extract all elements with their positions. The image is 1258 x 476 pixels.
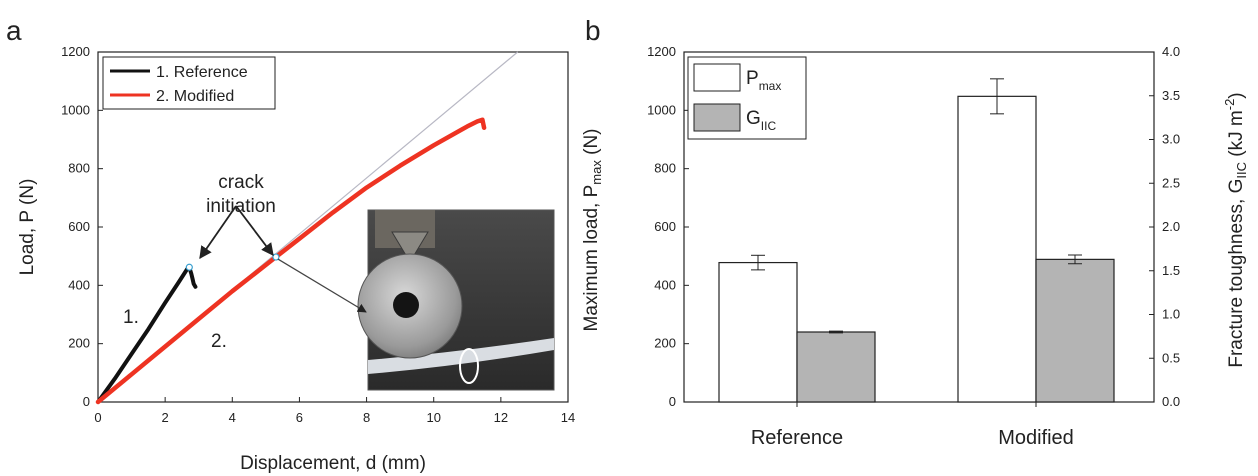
category-label-reference: Reference	[751, 427, 843, 449]
panel-b-legend: Pmax GIIC	[687, 56, 807, 140]
panel-a-legend: 1. Reference 2. Modified	[102, 56, 276, 110]
panel-b-right-tick-label: 0.5	[1162, 350, 1180, 365]
panel-b-left-tick-label: 800	[654, 161, 676, 176]
legend-swatch-pmax	[693, 63, 741, 92]
panel-b-right-tick-label: 0.0	[1162, 394, 1180, 409]
panel-a-series-line-modified	[95, 117, 487, 405]
panel-a-x-tick-label: 2	[162, 410, 169, 425]
panel-a-x-tick-label: 0	[94, 410, 101, 425]
panel-a-x-tick-label: 14	[561, 410, 575, 425]
bar-giic-modified	[1035, 258, 1115, 403]
panel-a-x-tick-label: 4	[229, 410, 236, 425]
category-label-modified: Modified	[998, 427, 1074, 449]
panel-b-left-tick-label: 600	[654, 219, 676, 234]
panel-a-x-tick-label: 8	[363, 410, 370, 425]
legend-label-pmax: Pmax	[746, 68, 781, 93]
specimen-photo-inset	[357, 209, 555, 391]
panel-b-left-tick-label: 400	[654, 277, 676, 292]
panel-a-y-tick-label: 200	[68, 336, 90, 351]
panel-b-left-tick-label: 1200	[647, 44, 676, 59]
panel-b-right-axis-label: Fracture toughness, GIIC (kJ m-2)	[1222, 92, 1249, 367]
panel-a-x-tick-label: 6	[296, 410, 303, 425]
panel-a-x-tick-label: 12	[494, 410, 508, 425]
crack-initiation-label: crack initiation	[206, 172, 276, 217]
curve-label-2: 2.	[211, 331, 227, 352]
bar-giic-reference	[796, 331, 876, 403]
curve-label-1: 1.	[123, 307, 139, 328]
panel-a-y-axis-label: Load, P (N)	[17, 179, 38, 276]
panel-b-left-tick-label: 0	[669, 394, 676, 409]
panel-a-crack-point-modified	[272, 253, 280, 261]
panel-a-y-tick-label: 1200	[61, 44, 90, 59]
panel-b-right-tick-label: 1.0	[1162, 307, 1180, 322]
panel-b-right-tick-label: 3.0	[1162, 132, 1180, 147]
crack-arrow-modified	[235, 205, 274, 257]
panel-a-y-tick-label: 0	[83, 394, 90, 409]
panel-b-left-tick-label: 1000	[647, 102, 676, 117]
panel-b-right-tick-label: 2.0	[1162, 219, 1180, 234]
panel-a-y-tick-label: 1000	[61, 102, 90, 117]
panel-b-right-tick-label: 1.5	[1162, 263, 1180, 278]
panel-a-series-line-reference	[96, 265, 198, 404]
legend-label-reference: 1. Reference	[156, 64, 248, 81]
panel-a-label: a	[6, 15, 22, 46]
specimen-hole	[393, 292, 419, 318]
panel-a: a 0 2 4 6 8 10 12 14 0 200 400 600 800 1000 1200 Displ…	[6, 15, 575, 474]
panel-b-right-tick-label: 4.0	[1162, 44, 1180, 59]
panel-b-label: b	[585, 15, 601, 46]
panel-b-right-tick-label: 2.5	[1162, 175, 1180, 190]
bar-pmax-modified	[957, 95, 1037, 403]
panel-b-left-tick-label: 200	[654, 336, 676, 351]
inset-pointer-arrow	[277, 258, 367, 313]
panel-a-x-tick-label: 10	[426, 410, 440, 425]
panel-a-y-tick-label: 400	[68, 277, 90, 292]
legend-label-modified: 2. Modified	[156, 88, 234, 105]
panel-a-y-tick-label: 600	[68, 219, 90, 234]
crack-highlight-ellipse	[459, 348, 479, 384]
legend-label-giic: GIIC	[746, 108, 776, 133]
panel-a-x-axis-label: Displacement, d (mm)	[240, 453, 426, 474]
legend-swatch-giic	[693, 103, 741, 132]
bar-pmax-reference	[718, 261, 798, 403]
panel-b-left-axis-label: Maximum load, Pmax (N)	[581, 129, 604, 332]
panel-a-crack-point-reference	[185, 263, 193, 271]
panel-b: b 0 200 400 600 800 1000 1200 0.0 0.5 1.0 1.5 2.0 2.…	[581, 15, 1249, 449]
panel-a-y-tick-label: 800	[68, 161, 90, 176]
panel-b-right-tick-label: 3.5	[1162, 88, 1180, 103]
crack-arrow-reference	[199, 205, 237, 260]
